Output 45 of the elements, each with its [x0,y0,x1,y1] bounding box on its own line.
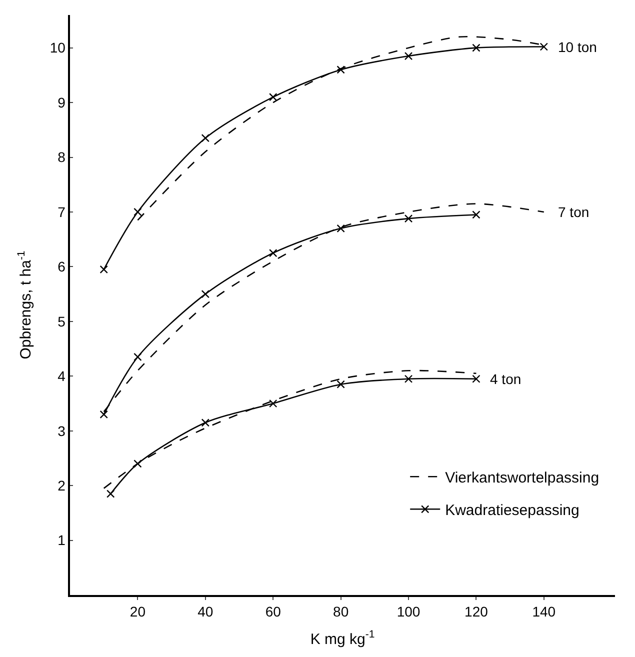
point [201,290,210,298]
point [336,66,345,74]
y-tick-label: 8 [58,149,66,166]
point [404,214,413,223]
point [336,380,345,388]
x-axis-title: K mg kg$^{-1}$ [310,628,375,648]
y-tick-label: 1 [58,532,66,548]
legend-label: Kwadratiesepassing [445,502,580,519]
point [106,490,115,498]
y-tick-label: 5 [58,313,66,330]
point [201,134,210,142]
point [540,42,548,51]
annotation: 7 ton [558,204,590,220]
x-tick-label: 100 [396,604,420,620]
y-tick-label: 4 [58,368,66,384]
point [472,210,480,219]
annotation: 4 ton [490,371,522,387]
point [404,374,413,383]
point [269,92,278,102]
point [134,352,142,362]
legend-label: Vierkantswortelpassing [445,470,600,486]
point [100,410,108,419]
x-tick-label: 120 [464,604,488,620]
point [134,460,142,468]
point [472,44,480,52]
y-tick-label: 2 [58,477,66,494]
x-tick-label: 140 [532,604,556,620]
y-tick-label: 3 [58,422,66,439]
point [201,418,210,427]
point [100,265,108,274]
point [269,248,278,258]
x-tick-label: 80 [333,604,349,620]
x-tick-label: 20 [130,604,146,620]
y-tick-label: 6 [58,258,66,275]
point [134,208,142,216]
point [336,224,345,232]
y-tick-label: 10 [50,40,66,56]
y-tick-label: 9 [58,94,66,110]
point [269,399,278,408]
x-tick-label: 60 [265,604,282,620]
annotation: 10 ton [558,39,597,55]
x-tick-label: 40 [198,604,214,620]
point [404,52,413,60]
y-tick-label: 7 [58,204,66,220]
point [472,374,480,383]
